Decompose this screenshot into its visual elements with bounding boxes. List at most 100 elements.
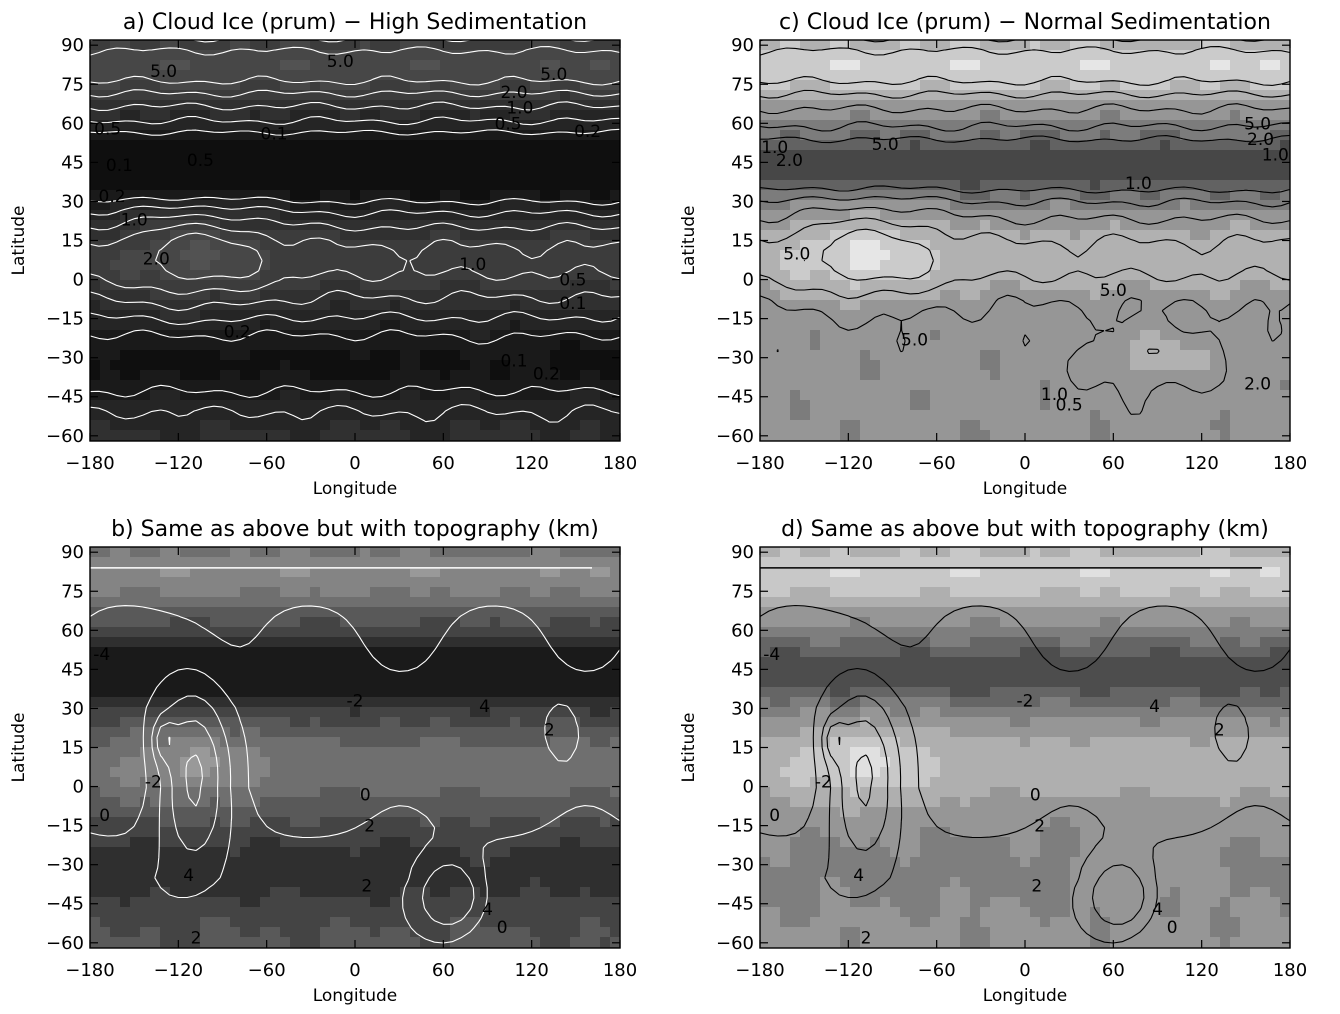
field-cell <box>1020 250 1031 261</box>
field-cell <box>1120 160 1131 171</box>
field-cell <box>150 897 161 908</box>
field-cell <box>1240 260 1251 271</box>
field-cell <box>380 430 391 441</box>
field-cell <box>1030 280 1041 291</box>
field-cell <box>1190 420 1201 431</box>
field-cell <box>500 210 511 221</box>
field-cell <box>1000 110 1011 121</box>
field-cell <box>810 360 821 371</box>
field-cell <box>180 917 191 928</box>
field-cell <box>950 140 961 151</box>
field-cell <box>420 380 431 391</box>
field-cell <box>310 280 321 291</box>
field-cell <box>1280 200 1291 211</box>
field-cell <box>960 270 971 281</box>
field-cell <box>1230 320 1241 331</box>
field-cell <box>440 160 451 171</box>
field-cell <box>830 280 841 291</box>
field-cell <box>530 320 541 331</box>
field-cell <box>1020 180 1031 191</box>
field-cell <box>180 320 191 331</box>
field-cell <box>1270 420 1281 431</box>
field-cell <box>240 310 251 321</box>
field-cell <box>500 330 511 341</box>
field-cell <box>770 330 781 341</box>
field-cell <box>320 80 331 91</box>
field-cell <box>1130 260 1141 271</box>
field-cell <box>450 340 461 351</box>
field-cell <box>1020 160 1031 171</box>
field-cell <box>1240 170 1251 181</box>
field-cell <box>1080 360 1091 371</box>
field-cell <box>1190 260 1201 271</box>
field-cell <box>1090 350 1101 361</box>
field-cell <box>780 320 791 331</box>
field-cell <box>1150 150 1161 161</box>
field-cell <box>320 90 331 101</box>
field-cell <box>1210 310 1221 321</box>
field-cell <box>1160 420 1171 431</box>
field-cell <box>100 927 111 938</box>
field-cell <box>200 120 211 131</box>
field-cell <box>570 60 581 71</box>
field-cell <box>960 110 971 121</box>
field-cell <box>790 60 801 71</box>
field-cell <box>1240 130 1251 141</box>
field-cell <box>1000 430 1011 441</box>
field-cell <box>180 400 191 411</box>
field-cell <box>150 697 161 708</box>
field-cell <box>490 230 501 241</box>
field-cell <box>190 797 201 808</box>
field-cell <box>420 250 431 261</box>
field-cell <box>250 50 261 61</box>
field-cell <box>1010 310 1021 321</box>
field-cell <box>570 210 581 221</box>
field-cell <box>1050 40 1061 51</box>
field-cell <box>1280 280 1291 291</box>
field-cell <box>260 250 271 261</box>
field-cell <box>1070 60 1081 71</box>
field-cell <box>170 420 181 431</box>
field-cell <box>200 400 211 411</box>
field-cell <box>1250 320 1261 331</box>
field-cell <box>420 100 431 111</box>
field-cell <box>110 80 121 91</box>
field-cell <box>1220 150 1231 161</box>
field-cell <box>1080 300 1091 311</box>
field-cell <box>900 70 911 81</box>
field-cell <box>200 577 211 588</box>
field-cell <box>420 300 431 311</box>
field-cell <box>920 150 931 161</box>
field-cell <box>170 717 181 728</box>
field-cell <box>930 300 941 311</box>
field-cell <box>780 430 791 441</box>
field-cell <box>1130 210 1141 221</box>
field-cell <box>1160 270 1171 281</box>
field-cell <box>600 180 611 191</box>
field-cell <box>810 180 821 191</box>
field-cell <box>1090 60 1101 71</box>
panel-c-cloud-ice-normal-sedimentation: c) Cloud Ice (prum) − Normal Sedimentati… <box>679 10 1307 499</box>
field-cell <box>290 340 301 351</box>
field-cell <box>160 120 171 131</box>
field-cell <box>880 160 891 171</box>
field-cell <box>950 70 961 81</box>
field-cell <box>1010 120 1021 131</box>
field-cell <box>490 110 501 121</box>
field-cell <box>1130 200 1141 211</box>
field-cell <box>460 70 471 81</box>
field-cell <box>220 110 231 121</box>
field-cell <box>210 160 221 171</box>
field-cell <box>960 70 971 81</box>
field-cell <box>140 917 151 928</box>
field-cell <box>1250 160 1261 171</box>
field-cell <box>420 200 431 211</box>
field-cell <box>280 400 291 411</box>
field-cell <box>90 340 101 351</box>
field-cell <box>130 937 141 948</box>
field-cell <box>1030 110 1041 121</box>
field-cell <box>120 897 131 908</box>
field-cell <box>1120 380 1131 391</box>
field-cell <box>120 120 131 131</box>
field-cell <box>270 200 281 211</box>
